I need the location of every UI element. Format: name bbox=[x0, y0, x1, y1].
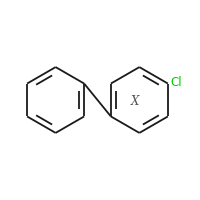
Text: Cl: Cl bbox=[170, 76, 182, 89]
Text: X: X bbox=[131, 95, 140, 108]
